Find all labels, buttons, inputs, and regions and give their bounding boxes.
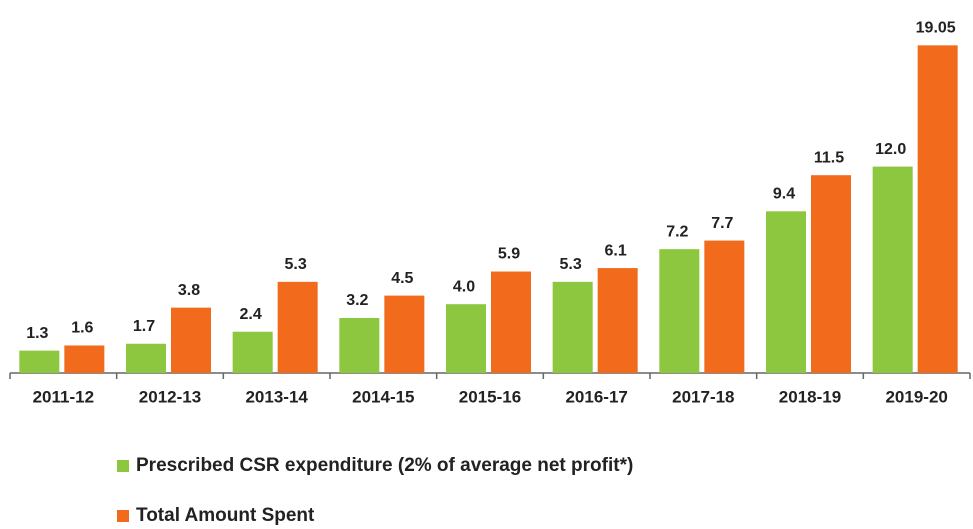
data-label: 6.1	[605, 242, 627, 259]
bar	[766, 211, 806, 373]
x-tick-label: 2013-14	[245, 387, 308, 406]
x-tick-label: 2019-20	[885, 387, 947, 406]
bar	[597, 268, 638, 373]
bar	[19, 350, 60, 373]
x-tick-label: 2014-15	[352, 387, 414, 406]
x-tick-label: 2012-13	[139, 387, 201, 406]
data-label: 4.5	[391, 270, 413, 287]
legend-label: Prescribed CSR expenditure (2% of averag…	[136, 455, 633, 476]
data-label: 4.0	[453, 278, 475, 295]
data-label: 3.8	[178, 282, 200, 299]
data-label: 11.5	[814, 149, 844, 166]
bar	[64, 345, 105, 373]
bar	[704, 240, 745, 373]
data-label: 5.3	[560, 256, 582, 273]
data-label: 7.2	[666, 223, 688, 240]
x-tick-label: 2017-18	[672, 387, 734, 406]
x-tick-label: 2016-17	[565, 387, 627, 406]
data-label: 19.05	[916, 20, 956, 37]
data-label: 1.6	[71, 320, 93, 337]
data-label: 9.4	[773, 186, 795, 203]
bar	[872, 166, 913, 373]
bar	[384, 295, 425, 373]
bar	[552, 281, 593, 373]
data-label: 3.2	[346, 292, 368, 309]
bar	[917, 45, 958, 374]
data-label: 7.7	[711, 215, 733, 232]
x-tick-label: 2018-19	[779, 387, 841, 406]
bar	[446, 304, 486, 373]
bar	[126, 343, 166, 373]
bar	[339, 317, 380, 373]
bar	[171, 307, 211, 373]
legend-swatch	[117, 460, 129, 472]
bar	[277, 281, 318, 373]
bar	[491, 271, 531, 373]
data-label: 1.3	[26, 325, 48, 342]
data-label: 5.3	[285, 256, 307, 273]
data-label: 12.0	[875, 141, 906, 158]
legend-swatch	[117, 510, 129, 522]
legend-label: Total Amount Spent	[136, 505, 315, 526]
x-tick-label: 2015-16	[459, 387, 521, 406]
x-tick-label: 2011-12	[33, 387, 94, 406]
bar	[811, 175, 851, 373]
data-label: 1.7	[133, 318, 155, 335]
bar	[232, 331, 273, 373]
bar	[659, 249, 700, 373]
data-label: 2.4	[240, 306, 262, 323]
data-label: 5.9	[498, 246, 520, 263]
